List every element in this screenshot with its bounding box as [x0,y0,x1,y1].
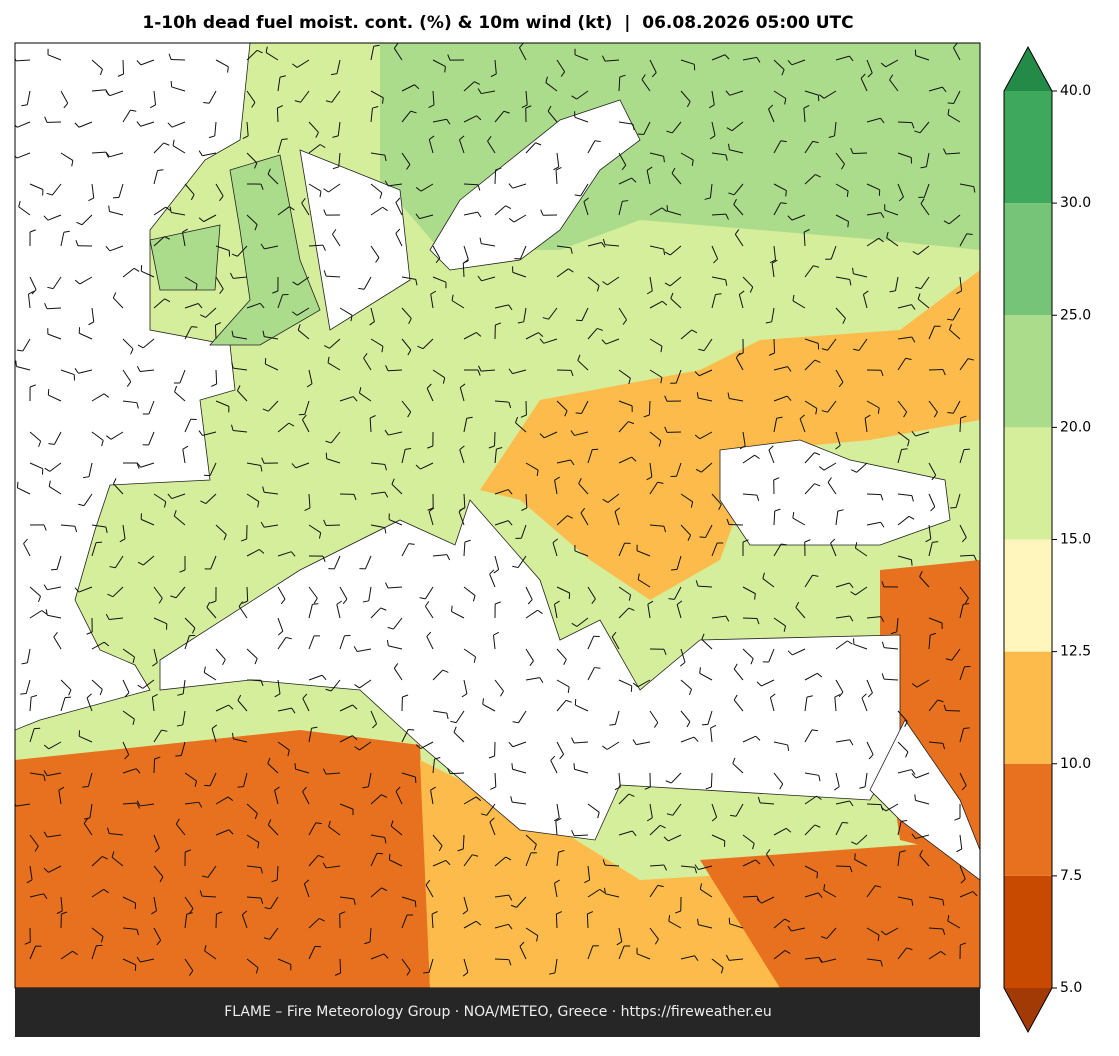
barb [649,401,650,415]
barb [848,221,849,227]
colorbar-under [1004,988,1052,1032]
barb [774,339,775,353]
barb [711,773,712,787]
colorbar-tick-label: 40.0 [1060,83,1091,99]
colorbar-tick-label: 5.0 [1060,980,1082,996]
barb [671,569,677,570]
colorbar-tick-label: 30.0 [1060,195,1091,211]
barb [556,914,557,928]
barb [902,449,908,450]
barb [277,108,278,122]
barb [216,370,217,384]
barb [450,773,464,774]
title: 1-10h dead fuel moist. cont. (%) & 10m w… [142,13,853,33]
barb [911,560,912,566]
barb [495,170,496,184]
barb [667,205,668,211]
colorbar-over [1004,47,1052,91]
barb [700,537,706,538]
colorbar-tick-label: 15.0 [1060,532,1091,548]
barb [16,361,17,367]
colorbar-band [1004,203,1052,315]
colorbar-band [1004,427,1052,539]
barb [594,668,600,669]
barb [175,756,181,757]
barb [171,59,185,60]
footer: FLAME – Fire Meteorology Group · NOA/MET… [224,1004,772,1020]
barb [668,599,674,600]
barb [340,959,341,973]
map [13,43,980,988]
barb [817,872,818,878]
barb [948,103,954,104]
barb [587,914,588,928]
barb [898,122,912,123]
barb [423,972,429,973]
barb [17,482,18,488]
barb [408,729,414,730]
barb [282,139,288,140]
colorbar-band [1004,540,1052,652]
barb [20,693,26,694]
barb [452,606,453,612]
barb [48,444,54,445]
barb [109,206,110,212]
barb [247,587,248,601]
barb [574,763,575,769]
barb [158,170,164,171]
barb [786,191,787,197]
barb [638,134,644,135]
barb [960,418,961,432]
colorbar-band [1004,876,1052,988]
barb [47,308,61,309]
barb [950,507,956,508]
barb [495,959,509,960]
barb [867,804,881,805]
barb [154,759,155,773]
barb [964,728,970,729]
barb [445,66,446,72]
barb [512,763,513,769]
barb [867,494,881,495]
barb [574,835,588,836]
barb [842,822,848,823]
barb [609,725,615,726]
barb [853,153,867,154]
colorbar-band [1004,764,1052,876]
colorbar: 5.0 7.5 10.0 12.5 15.0 20.0 25.0 30.0 40.0 [1004,47,1091,1032]
barb [715,294,721,295]
barb [191,327,197,328]
colorbar-band [1004,91,1052,203]
colorbar-tick-label: 12.5 [1060,644,1091,660]
colorbar-tick-label: 7.5 [1060,868,1082,884]
barb [82,787,88,788]
colorbar-tick-label: 20.0 [1060,419,1091,435]
barb [215,325,216,339]
land-dry [15,730,430,988]
colorbar-tick-label: 10.0 [1060,756,1091,772]
barb [576,413,582,414]
colorbar-band [1004,652,1052,764]
barb [855,853,856,859]
colorbar-band [1004,315,1052,427]
barb [295,763,296,769]
colorbar-tick-label: 25.0 [1060,307,1091,323]
barb [123,60,124,74]
barb [915,794,916,800]
